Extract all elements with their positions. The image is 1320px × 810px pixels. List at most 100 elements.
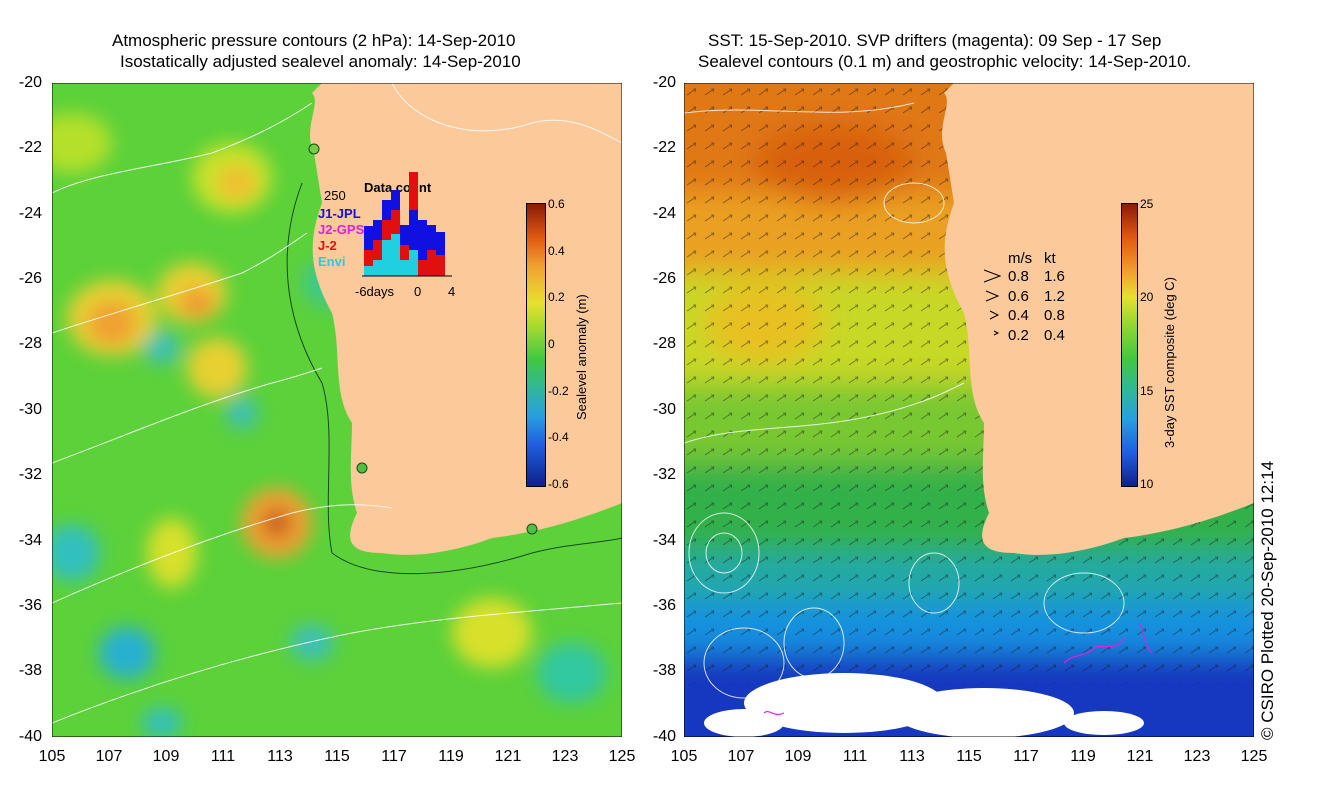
x-tick-label: 117 (1013, 748, 1039, 765)
right-map[interactable] (684, 83, 1254, 737)
x-tick-label: 125 (608, 748, 636, 765)
y-tick-label: -20 (652, 74, 676, 91)
legend-ms-value: 0.8 (1008, 268, 1029, 285)
x-tick-label: 115 (956, 748, 982, 765)
cloud-mask (704, 673, 1144, 737)
x-tick-label: 119 (1070, 748, 1096, 765)
station-marker-3 (526, 523, 538, 535)
cb-tick-label: -0.6 (548, 477, 569, 491)
cb-tick-label: 0.2 (548, 290, 565, 304)
sla-colorbar-title: Sealevel anomaly (m) (574, 294, 589, 420)
legend-ms-value: 0.4 (1008, 307, 1029, 324)
y-tick-label: -38 (652, 662, 676, 679)
y-tick-label: -26 (18, 270, 42, 287)
y-tick-label: -40 (652, 728, 676, 745)
x-tick-label: 117 (381, 748, 407, 765)
data-count-x-label-right: 4 (448, 284, 456, 299)
y-tick-label: -34 (18, 532, 42, 549)
x-tick-label: 107 (727, 748, 755, 765)
legend-kt-value: 1.2 (1044, 288, 1065, 305)
legend-header-kt: kt (1044, 250, 1056, 267)
australia-land-right (942, 83, 1254, 555)
x-tick-label: 109 (152, 748, 180, 765)
legend-j1-jpl: J1-JPL (318, 206, 361, 221)
y-tick-label: -34 (652, 532, 676, 549)
data-count-ymax: 250 (324, 188, 346, 203)
x-tick-label: 121 (494, 748, 522, 765)
x-tick-label: 111 (210, 748, 236, 765)
cb-tick-label: 10 (1140, 477, 1154, 491)
bar-4 (391, 190, 400, 276)
cb-tick-label: 20 (1140, 290, 1154, 304)
x-tick-label: 121 (1126, 748, 1154, 765)
bar-6 (409, 172, 418, 276)
x-tick-label: 111 (842, 748, 868, 765)
y-tick-label: -30 (652, 401, 676, 418)
y-tick-label: -32 (652, 466, 676, 483)
y-tick-label: -24 (18, 205, 42, 222)
y-tick-label: -24 (652, 205, 676, 222)
y-tick-label: -20 (18, 74, 42, 91)
legend-arrows (983, 269, 1002, 336)
x-tick-label: 119 (438, 748, 464, 765)
y-tick-label: -36 (18, 597, 42, 614)
cb-tick-label: -0.4 (548, 430, 569, 444)
x-tick-label: 113 (899, 748, 925, 765)
bar-9 (436, 232, 445, 276)
bar-7 (418, 220, 427, 276)
sla-colorbar (526, 203, 546, 487)
legend-kt-value: 0.4 (1044, 327, 1065, 344)
x-tick-label: 123 (551, 748, 579, 765)
legend-kt-value: 1.6 (1044, 268, 1065, 285)
bar-8 (427, 225, 436, 276)
y-tick-label: -38 (18, 662, 42, 679)
station-marker-1 (308, 143, 320, 155)
cb-tick-label: 25 (1140, 197, 1154, 211)
cb-tick-label: 0 (548, 337, 555, 351)
x-tick-label: 113 (267, 748, 293, 765)
x-tick-label: 125 (1240, 748, 1268, 765)
legend-ms-value: 0.6 (1008, 288, 1029, 305)
y-tick-label: -22 (18, 139, 42, 156)
svp-drifter-tracks (763, 622, 1153, 716)
y-tick-label: -32 (18, 466, 42, 483)
y-tick-label: -28 (18, 335, 42, 352)
y-tick-label: -28 (652, 335, 676, 352)
y-tick-label: -26 (652, 270, 676, 287)
bar-1 (364, 226, 373, 276)
pressure-contours (52, 83, 622, 724)
cb-tick-label: 0.6 (548, 197, 565, 211)
shelf-edge-contour (286, 182, 622, 575)
y-tick-label: -40 (18, 728, 42, 745)
legend-j-2: J-2 (318, 238, 337, 253)
csiro-credit: © CSIRO Plotted 20-Sep-2010 12:14 (1258, 460, 1277, 740)
cb-tick-label: -0.2 (548, 384, 569, 398)
x-tick-label: 109 (784, 748, 812, 765)
right-title-line2: Sealevel contours (0.1 m) and geostrophi… (698, 52, 1192, 71)
x-tick-label: 107 (95, 748, 123, 765)
cb-tick-label: 15 (1140, 384, 1154, 398)
cb-tick-label: 0.4 (548, 244, 565, 258)
x-tick-label: 123 (1183, 748, 1211, 765)
y-tick-label: -30 (18, 401, 42, 418)
x-tick-label: 105 (38, 748, 66, 765)
sla-blobs (52, 113, 607, 737)
left-title-line2: Isostatically adjusted sealevel anomaly:… (120, 52, 521, 71)
bar-2 (373, 220, 382, 276)
legend-envi: Envi (318, 254, 346, 269)
legend-kt-value: 0.8 (1044, 307, 1065, 324)
left-title-line1: Atmospheric pressure contours (2 hPa): 1… (112, 31, 516, 50)
sst-colorbar (1121, 203, 1138, 487)
legend-j2-gps: J2-GPS (318, 222, 365, 237)
x-tick-label: 115 (324, 748, 350, 765)
bar-3 (382, 200, 391, 276)
bar-5 (400, 225, 409, 276)
y-tick-label: -36 (652, 597, 676, 614)
right-title-line1: SST: 15-Sep-2010. SVP drifters (magenta)… (708, 31, 1162, 50)
y-tick-label: -22 (652, 139, 676, 156)
station-marker-2 (356, 462, 368, 474)
legend-header-ms: m/s (1008, 250, 1033, 267)
sst-colorbar-title: 3-day SST composite (deg C) (1162, 277, 1177, 448)
data-count-x-label-zero: 0 (414, 284, 422, 299)
sealevel-contours (684, 102, 1125, 699)
